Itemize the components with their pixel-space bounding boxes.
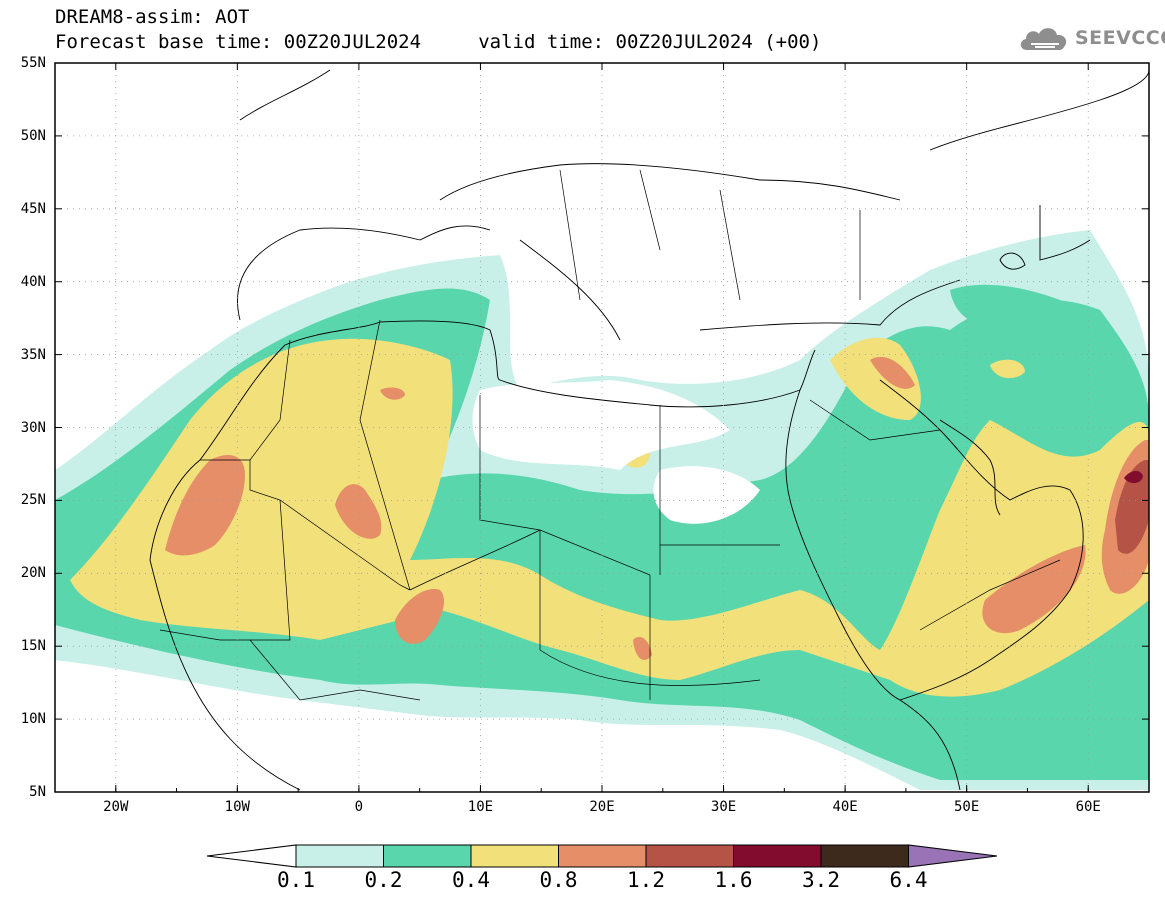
lon-tick-label: 10E — [467, 799, 494, 815]
lat-tick-label: 35N — [20, 346, 46, 363]
colorbar-box — [470, 844, 559, 868]
lon-tick-label: 20E — [589, 799, 615, 815]
chart-title: DREAM8-assim: AOT — [55, 6, 250, 28]
forecast-time-line: Forecast base time: 00Z20JUL2024 valid t… — [55, 31, 822, 53]
colorbar-box — [295, 844, 384, 868]
colorbar-level-label: 0.2 — [364, 868, 403, 892]
colorbar-level-label: 3.2 — [802, 868, 840, 892]
lat-tick-label: 10N — [20, 711, 46, 728]
lat-tick-label: 30N — [20, 419, 46, 436]
colorbar-level-label: 6.4 — [889, 868, 928, 892]
lat-tick-label: 45N — [20, 200, 46, 217]
colorbar-level-label: 0.1 — [277, 868, 315, 892]
colorbar-box — [383, 844, 472, 868]
colorbar-level-label: 0.4 — [452, 868, 490, 892]
lon-tick-label: 40E — [832, 799, 858, 815]
lon-tick-label: 0 — [354, 799, 364, 815]
colorbar-box — [733, 844, 822, 868]
lon-tick-label: 10W — [224, 799, 250, 815]
colorbar-box — [558, 844, 647, 868]
lat-tick-label: 20N — [20, 565, 46, 582]
lat-tick-label: 40N — [20, 273, 46, 290]
lat-tick-label: 25N — [20, 492, 46, 509]
lat-tick-label: 5N — [29, 784, 46, 800]
lon-tick-label: 20W — [103, 799, 129, 815]
aot-shading — [55, 230, 1149, 790]
colorbar-under-arrow — [206, 844, 297, 868]
lon-tick-label: 30E — [710, 799, 737, 815]
colorbar-level-label: 1.2 — [627, 868, 665, 892]
lon-tick-label: 60E — [1075, 799, 1101, 815]
logo-text: SEEVCCC — [1075, 27, 1165, 49]
colorbar-level-label: 1.6 — [714, 868, 753, 892]
colorbar-boxes — [295, 844, 998, 868]
coastlines — [149, 69, 1149, 791]
lat-tick-label: 55N — [20, 55, 46, 71]
lat-tick-label: 15N — [20, 638, 46, 655]
seevccc-logo: SEEVCCC — [1017, 22, 1165, 58]
borders — [159, 169, 1061, 701]
colorbar-level-label: 0.8 — [539, 868, 578, 892]
axis-ticks — [54, 62, 1150, 793]
colorbar-box — [820, 844, 909, 868]
colorbar-over-arrow — [908, 844, 998, 868]
colorbar-box — [645, 844, 734, 868]
lon-tick-label: 50E — [954, 799, 980, 815]
cloud-logo-icon — [1020, 28, 1067, 50]
lat-tick-label: 50N — [20, 127, 46, 144]
